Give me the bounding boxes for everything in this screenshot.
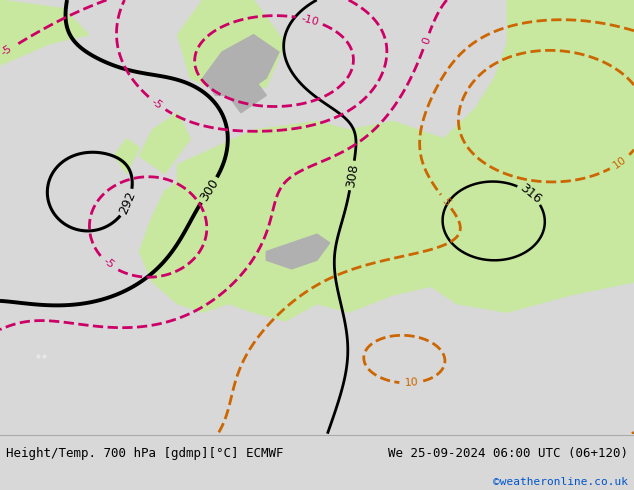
Text: 300: 300: [197, 176, 221, 203]
Polygon shape: [139, 122, 634, 321]
Text: 308: 308: [344, 163, 360, 188]
Polygon shape: [266, 234, 330, 269]
Polygon shape: [228, 78, 266, 113]
Text: 292: 292: [117, 190, 139, 217]
Text: -5: -5: [150, 97, 164, 111]
Text: -10: -10: [300, 13, 320, 27]
Text: 316: 316: [517, 181, 543, 206]
Text: -5: -5: [101, 256, 115, 270]
Text: ©weatheronline.co.uk: ©weatheronline.co.uk: [493, 477, 628, 487]
Text: 10: 10: [404, 377, 418, 388]
Polygon shape: [0, 0, 89, 65]
Polygon shape: [178, 0, 285, 96]
Polygon shape: [203, 35, 279, 96]
Polygon shape: [139, 113, 190, 173]
Text: 5: 5: [440, 196, 452, 207]
Polygon shape: [114, 139, 139, 173]
Text: 10: 10: [611, 154, 629, 171]
Text: Height/Temp. 700 hPa [gdmp][°C] ECMWF: Height/Temp. 700 hPa [gdmp][°C] ECMWF: [6, 447, 284, 460]
Text: 0: 0: [420, 36, 432, 46]
Text: -5: -5: [0, 44, 14, 58]
Polygon shape: [444, 0, 634, 217]
Text: We 25-09-2024 06:00 UTC (06+120): We 25-09-2024 06:00 UTC (06+120): [387, 447, 628, 460]
